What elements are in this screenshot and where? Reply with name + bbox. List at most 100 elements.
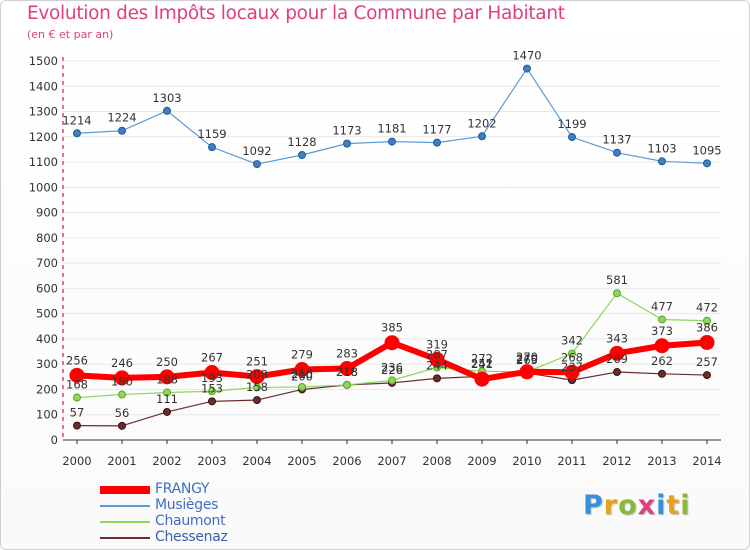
logo-letter: r (603, 490, 619, 521)
legend-item-chaumont: Chaumont (100, 513, 226, 530)
logo-letter: x (637, 490, 657, 521)
data-point-frangy (474, 371, 490, 387)
x-tick-label: 2012 (602, 454, 631, 468)
data-label-musiges: 1103 (647, 141, 676, 155)
data-point-musiges (343, 139, 351, 148)
x-tick-label: 2003 (197, 454, 226, 468)
data-label-chessenaz: 244 (426, 358, 448, 372)
data-point-chaumont (388, 376, 396, 385)
chart-legend: FRANGY Musièges Chaumont Chessenaz (100, 481, 228, 546)
data-point-frangy (294, 362, 310, 378)
y-tick-label: 200 (36, 382, 58, 396)
data-label-chaumont: 193 (201, 371, 223, 385)
data-label-chaumont: 472 (696, 301, 718, 315)
data-label-musiges: 1470 (512, 49, 541, 63)
y-tick-label: 1400 (29, 79, 58, 93)
data-label-chessenaz: 158 (246, 380, 268, 394)
data-label-chaumont: 210 (291, 367, 313, 381)
data-label-chaumont: 287 (426, 347, 448, 361)
data-label-musiges: 1095 (692, 143, 721, 157)
legend-swatch-chessenaz (100, 537, 150, 539)
data-point-musiges (73, 129, 81, 138)
proxiti-logo: Proxiti (583, 490, 691, 521)
data-label-frangy: 373 (651, 324, 673, 338)
logo-letter: t (666, 490, 681, 521)
legend-swatch-musiges (100, 505, 150, 507)
data-point-musiges (388, 137, 396, 146)
data-label-chessenaz: 252 (471, 356, 493, 370)
chart-title: Evolution des Impôts locaux pour la Comm… (27, 3, 565, 24)
data-label-frangy: 279 (291, 348, 313, 362)
data-point-musiges (433, 138, 441, 147)
data-point-chaumont (208, 387, 216, 396)
data-label-chessenaz: 111 (156, 392, 178, 406)
x-tick-label: 2011 (557, 454, 586, 468)
x-tick-label: 2000 (62, 454, 91, 468)
x-tick-label: 2006 (332, 454, 361, 468)
data-label-musiges: 1303 (152, 91, 181, 105)
data-label-chessenaz: 218 (336, 365, 358, 379)
y-tick-label: 1100 (29, 155, 58, 169)
data-label-chaumont: 188 (156, 372, 178, 386)
data-label-musiges: 1214 (62, 113, 91, 127)
x-tick-label: 2008 (422, 454, 451, 468)
data-point-chaumont (613, 289, 621, 298)
data-point-frangy (384, 335, 400, 351)
data-point-musiges (613, 148, 621, 157)
data-label-chaumont: 236 (381, 360, 403, 374)
data-point-chessenaz (118, 421, 126, 430)
data-point-musiges (208, 143, 216, 152)
data-point-musiges (253, 160, 261, 169)
data-label-musiges: 1181 (377, 122, 406, 136)
data-label-chessenaz: 57 (70, 406, 85, 420)
y-tick-label: 1000 (29, 180, 58, 194)
data-label-frangy: 241 (471, 357, 493, 371)
data-label-frangy: 256 (66, 353, 88, 367)
data-label-chessenaz: 257 (696, 355, 718, 369)
data-label-musiges: 1092 (242, 144, 271, 158)
data-label-chaumont: 477 (651, 299, 673, 313)
data-label-chessenaz: 200 (291, 369, 313, 383)
data-point-chessenaz (658, 369, 666, 378)
legend-label-musiges: Musièges (155, 497, 219, 513)
data-label-chessenaz: 237 (561, 360, 583, 374)
data-label-musiges: 1202 (467, 116, 496, 130)
data-point-frangy (114, 370, 130, 386)
data-point-musiges (703, 159, 711, 168)
y-tick-label: 1200 (29, 130, 58, 144)
x-tick-label: 2009 (467, 454, 496, 468)
data-point-chessenaz (253, 396, 261, 405)
y-tick-label: 500 (36, 307, 58, 321)
data-point-frangy (429, 351, 445, 367)
data-label-chessenaz: 262 (651, 354, 673, 368)
data-label-chessenaz: 269 (606, 352, 628, 366)
data-point-frangy (564, 364, 580, 380)
data-point-frangy (609, 345, 625, 361)
data-label-chaumont: 208 (246, 367, 268, 381)
y-tick-label: 400 (36, 332, 58, 346)
data-point-musiges (163, 106, 171, 115)
y-tick-label: 1300 (29, 105, 58, 119)
y-tick-label: 100 (36, 408, 58, 422)
x-tick-label: 2014 (692, 454, 721, 468)
data-point-chessenaz (208, 397, 216, 406)
logo-letter: i (656, 490, 667, 521)
data-label-chaumont: 270 (516, 352, 538, 366)
data-label-frangy: 386 (696, 320, 718, 334)
data-label-chaumont: 218 (336, 365, 358, 379)
data-label-musiges: 1177 (422, 123, 451, 137)
data-point-chaumont (343, 380, 351, 389)
data-point-musiges (118, 126, 126, 135)
legend-swatch-chaumont (100, 521, 150, 523)
data-point-frangy (69, 367, 85, 383)
data-label-chaumont: 342 (561, 334, 583, 348)
y-tick-label: 0 (51, 433, 58, 447)
data-label-musiges: 1128 (287, 135, 316, 149)
data-point-chaumont (568, 349, 576, 358)
x-tick-label: 2002 (152, 454, 181, 468)
data-label-chessenaz: 153 (201, 381, 223, 395)
data-point-frangy (699, 334, 715, 350)
series-line-musiges (76, 67, 708, 165)
data-label-chaumont: 180 (111, 375, 133, 389)
